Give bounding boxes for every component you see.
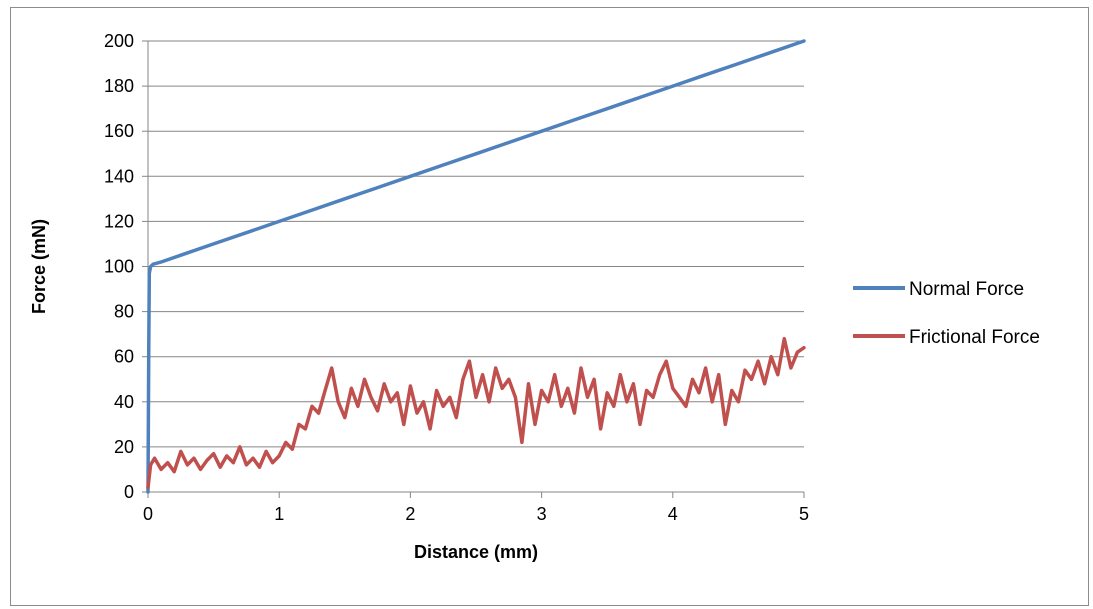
chart-area: 0 20 40 60 80 100 120 140 160 180 200 0 1 2 3 4 5 Distan… [10, 7, 1089, 606]
legend-label-normal-force: Normal Force [909, 279, 1024, 300]
y-tick-label: 40 [114, 392, 134, 412]
x-tick-label: 3 [537, 504, 547, 524]
y-tick-label: 200 [104, 31, 134, 51]
axes [142, 40, 805, 498]
x-tick-label: 4 [668, 504, 678, 524]
legend: Normal Force Frictional Force [853, 279, 1040, 348]
y-tick-label: 140 [104, 166, 134, 186]
x-tick-label: 1 [274, 504, 284, 524]
y-tick-label: 180 [104, 76, 134, 96]
x-axis-title: Distance (mm) [414, 542, 538, 562]
series-line-frictional-force [146, 336, 806, 490]
line-chart: 0 20 40 60 80 100 120 140 160 180 200 0 1 2 3 4 5 Distan… [29, 31, 1040, 562]
y-tick-label: 0 [124, 482, 134, 502]
series-lines [146, 39, 806, 494]
tick-labels: 0 20 40 60 80 100 120 140 160 180 200 0 1 2 3 4 5 [104, 31, 809, 524]
gridlines [148, 40, 804, 448]
x-tick-label: 2 [405, 504, 415, 524]
x-tick-label: 0 [143, 504, 153, 524]
y-tick-label: 160 [104, 121, 134, 141]
y-tick-label: 60 [114, 347, 134, 367]
y-tick-label: 20 [114, 437, 134, 457]
y-axis-title: Force (mN) [29, 219, 49, 314]
y-tick-label: 120 [104, 211, 134, 231]
y-tick-label: 80 [114, 302, 134, 322]
series-line-normal-force [146, 39, 806, 494]
y-tick-label: 100 [104, 257, 134, 277]
legend-label-frictional-force: Frictional Force [909, 327, 1040, 348]
x-tick-label: 5 [799, 504, 809, 524]
